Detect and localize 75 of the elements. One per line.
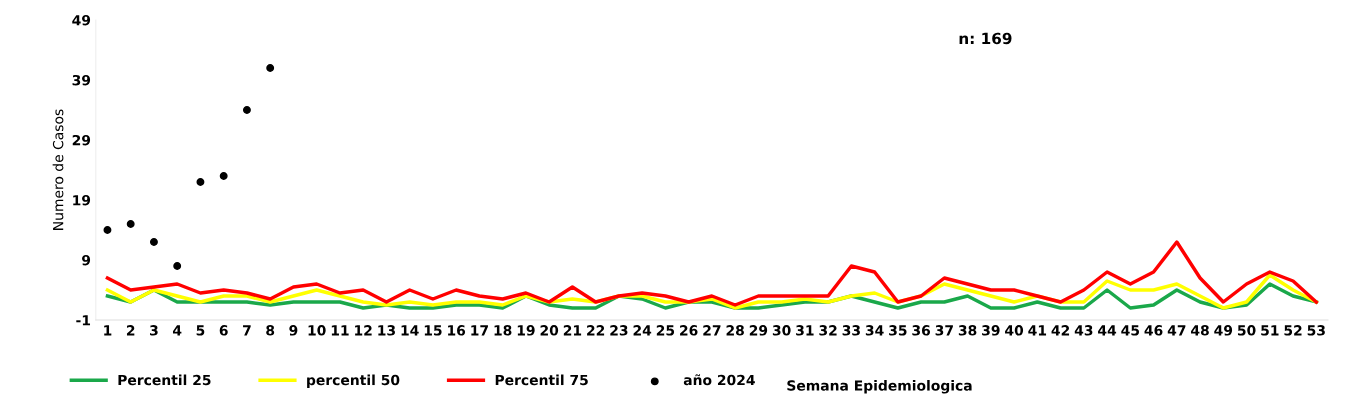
x-tick-label: 21	[563, 325, 582, 336]
x-tick-label: 10	[308, 325, 326, 336]
x-tick-label: 49	[1214, 325, 1233, 336]
x-tick-label: 11	[331, 325, 349, 336]
x-tick-label: 6	[219, 325, 228, 336]
x-tick-label: 31	[796, 325, 814, 336]
x-tick-label: 37	[935, 325, 953, 336]
x-tick-label: 30	[772, 325, 791, 336]
x-tick-label: 27	[703, 325, 721, 336]
x-tick-label: 19	[517, 325, 535, 336]
x-tick-label: 1	[104, 325, 112, 336]
x-tick-label: 29	[749, 325, 768, 336]
x-tick-label: 35	[889, 325, 907, 336]
x-tick-label: 20	[540, 325, 559, 336]
point	[173, 262, 182, 270]
y-tick-label: -1	[76, 315, 91, 326]
x-tick-label: 5	[196, 325, 205, 336]
y-tick-label: 39	[72, 74, 91, 86]
x-tick-label: 25	[656, 325, 675, 336]
x-tick-label: 47	[1167, 325, 1186, 336]
x-tick-label: 4	[172, 325, 182, 336]
x-tick-label: 39	[982, 325, 1000, 336]
x-tick-label: 41	[1028, 325, 1047, 336]
point	[242, 106, 251, 114]
x-axis-title: Semana Epidemiologica	[787, 380, 972, 394]
point	[219, 172, 228, 180]
legend-label: Percentil 25	[118, 374, 211, 386]
x-tick-label: 50	[1237, 325, 1256, 336]
x-tick-label: 26	[680, 325, 698, 336]
x-tick-label: 44	[1098, 325, 1117, 336]
x-tick-label: 43	[1074, 325, 1093, 336]
x-tick-label: 23	[610, 325, 628, 336]
x-tick-label: 38	[958, 325, 977, 336]
x-tick-label: 9	[289, 325, 298, 336]
x-tick-label: 32	[819, 325, 837, 336]
x-tick-label: 7	[243, 325, 251, 336]
x-tick-label: 22	[587, 325, 605, 336]
x-tick-label: 18	[494, 325, 512, 336]
point	[266, 64, 275, 72]
x-tick-label: 53	[1307, 325, 1325, 336]
x-tick-label: 33	[842, 325, 860, 336]
x-tick-label: 8	[266, 325, 275, 336]
x-tick-label: 34	[865, 325, 884, 336]
point	[149, 238, 158, 246]
x-tick-label: 46	[1144, 325, 1163, 336]
x-tick-label: 13	[378, 325, 395, 336]
y-tick-label: 49	[72, 14, 91, 26]
line-series	[105, 240, 1319, 307]
legend-label: año 2024	[683, 374, 755, 386]
y-axis-title: Numero de Casos	[52, 109, 64, 230]
x-tick-label: 36	[912, 325, 931, 336]
x-tick-label: 3	[150, 325, 158, 336]
x-tick-label: 40	[1005, 325, 1024, 336]
x-tick-label: 24	[633, 325, 652, 336]
annotation: n: 169	[959, 32, 1012, 45]
point	[196, 178, 205, 186]
x-tick-label: 28	[726, 325, 744, 336]
x-tick-label: 2	[126, 325, 135, 336]
x-tick-label: 48	[1191, 325, 1209, 336]
x-tick-label: 17	[471, 325, 488, 336]
x-tick-label: 14	[401, 325, 419, 336]
point	[103, 226, 112, 234]
y-tick-label: 29	[72, 134, 91, 146]
x-tick-label: 51	[1261, 325, 1279, 336]
x-tick-label: 52	[1284, 325, 1302, 336]
point	[126, 220, 135, 228]
x-tick-label: 16	[448, 325, 466, 336]
x-tick-label: 12	[355, 325, 372, 336]
legend-label: Percentil 75	[495, 374, 588, 386]
y-tick-label: 19	[73, 194, 91, 206]
x-tick-label: 45	[1121, 325, 1140, 336]
y-tick-label: 9	[82, 254, 91, 266]
legend-label: percentil 50	[307, 374, 400, 388]
x-tick-label: 15	[424, 325, 442, 336]
x-tick-label: 42	[1051, 325, 1070, 336]
